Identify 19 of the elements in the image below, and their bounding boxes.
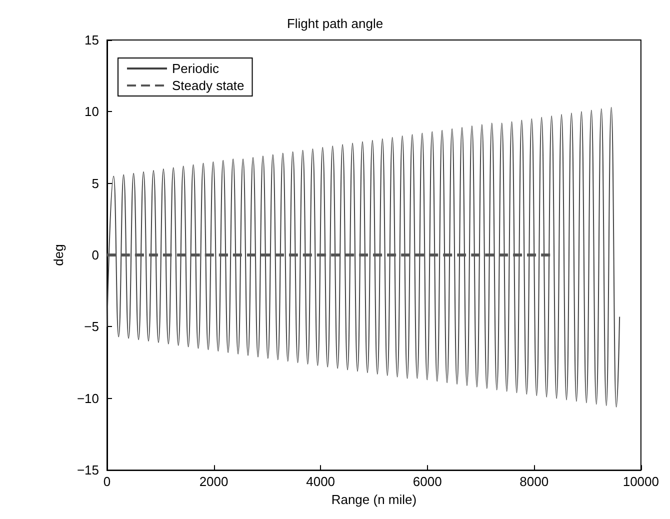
y-axis-title: deg <box>51 244 66 266</box>
y-tick-label: −5 <box>84 319 99 334</box>
x-tick-label: 0 <box>103 474 111 490</box>
x-tick-label: 8000 <box>520 474 549 490</box>
legend-label: Periodic <box>172 61 220 76</box>
y-tick-label: −15 <box>76 462 99 478</box>
y-tick-label: −10 <box>76 390 99 406</box>
x-tick-label: 10000 <box>622 474 660 490</box>
y-tick-label: 0 <box>92 248 99 263</box>
x-tick-label: 6000 <box>412 474 442 490</box>
chart-title: Flight path angle <box>286 16 384 31</box>
y-tick-label: 15 <box>84 32 99 48</box>
line-series <box>106 106 620 408</box>
x-tick-label: 2000 <box>199 474 228 490</box>
y-tick-label: 5 <box>92 176 99 191</box>
x-tick-label: 4000 <box>306 474 336 490</box>
x-axis-title: Range (n mile) <box>331 492 417 507</box>
y-tick-label: 10 <box>84 104 99 120</box>
legend-label: Steady state <box>172 78 244 93</box>
